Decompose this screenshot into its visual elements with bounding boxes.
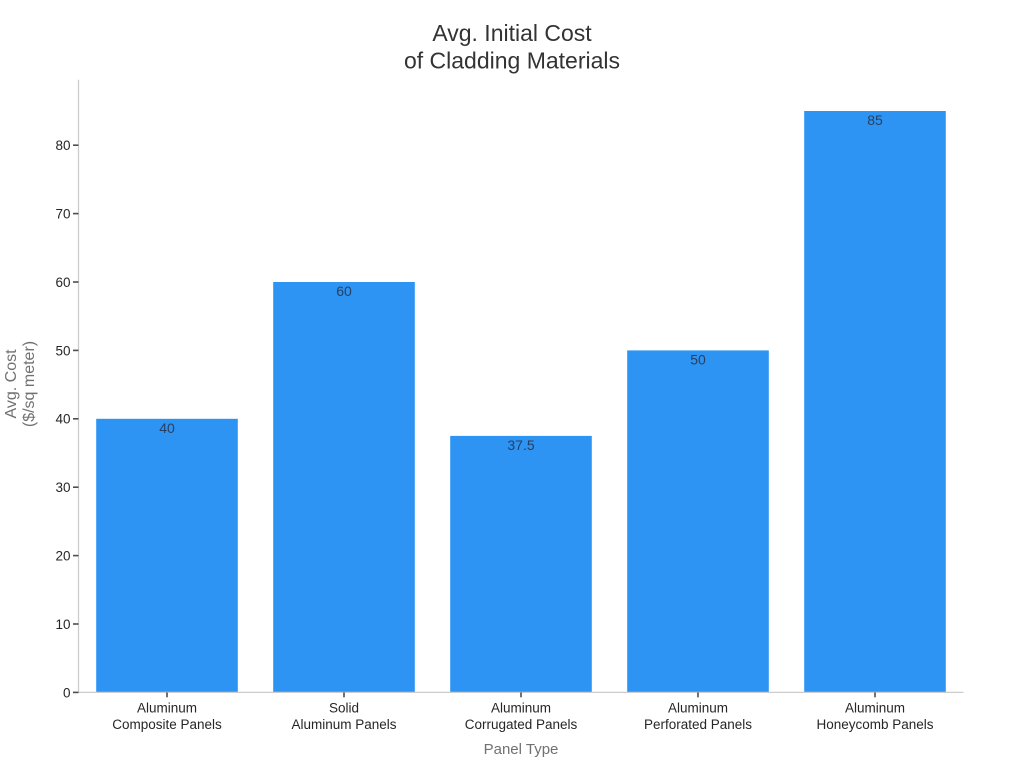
svg-text:40: 40 bbox=[55, 412, 70, 427]
svg-text:Aluminum: Aluminum bbox=[845, 701, 905, 716]
svg-text:Composite Panels: Composite Panels bbox=[112, 717, 222, 732]
svg-text:60: 60 bbox=[55, 275, 70, 290]
svg-text:30: 30 bbox=[55, 480, 70, 495]
svg-text:20: 20 bbox=[55, 549, 70, 564]
svg-text:Avg. Initial Cost: Avg. Initial Cost bbox=[432, 20, 592, 46]
svg-text:40: 40 bbox=[159, 420, 175, 436]
svg-text:0: 0 bbox=[63, 685, 71, 700]
svg-text:Perforated Panels: Perforated Panels bbox=[644, 717, 752, 732]
svg-text:Aluminum: Aluminum bbox=[137, 701, 197, 716]
svg-text:Solid: Solid bbox=[329, 701, 359, 716]
svg-text:37.5: 37.5 bbox=[507, 437, 534, 453]
svg-text:Aluminum: Aluminum bbox=[668, 701, 728, 716]
svg-text:50: 50 bbox=[690, 352, 706, 368]
svg-text:50: 50 bbox=[55, 343, 70, 358]
svg-text:Honeycomb Panels: Honeycomb Panels bbox=[816, 717, 933, 732]
svg-text:of Cladding Materials: of Cladding Materials bbox=[404, 48, 620, 74]
svg-text:Aluminum: Aluminum bbox=[491, 701, 551, 716]
svg-text:Avg. Cost: Avg. Cost bbox=[3, 349, 20, 419]
svg-text:Aluminum Panels: Aluminum Panels bbox=[291, 717, 396, 732]
svg-text:($/sq meter): ($/sq meter) bbox=[21, 341, 38, 427]
svg-text:10: 10 bbox=[55, 617, 70, 632]
svg-text:80: 80 bbox=[55, 138, 70, 153]
svg-text:Corrugated Panels: Corrugated Panels bbox=[465, 717, 578, 732]
svg-text:85: 85 bbox=[867, 112, 883, 128]
svg-text:Panel Type: Panel Type bbox=[484, 741, 559, 758]
svg-text:60: 60 bbox=[336, 283, 352, 299]
svg-text:70: 70 bbox=[55, 207, 70, 222]
